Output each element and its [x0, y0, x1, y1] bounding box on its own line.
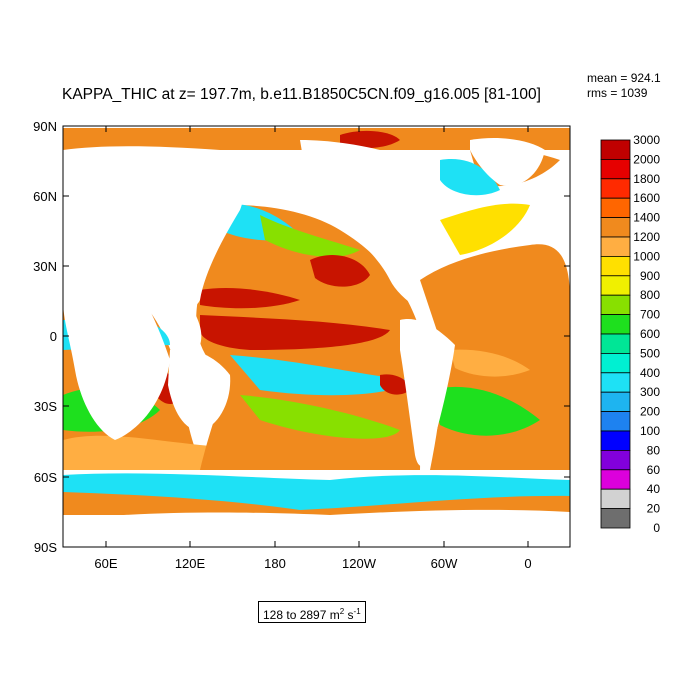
colorbar-label: 0 — [653, 521, 660, 535]
colorbar-swatch — [600, 255, 631, 277]
colorbar-swatch — [600, 197, 631, 218]
colorbar-swatch — [600, 178, 631, 199]
colorbar-label: 1800 — [633, 172, 660, 186]
colorbar-swatch — [600, 488, 631, 510]
colorbar-label: 60 — [647, 463, 661, 477]
colorbar-label: 400 — [640, 366, 660, 380]
lon-label-60w: 60W — [431, 556, 458, 571]
lat-label-90n: 90N — [33, 119, 57, 134]
colorbar: 3000200018001600140012001000900800700600… — [600, 133, 661, 535]
colorbar-swatch — [600, 158, 631, 180]
colorbar-swatch — [600, 449, 631, 471]
colorbar-label: 1600 — [633, 191, 660, 205]
colorbar-swatch — [600, 294, 631, 316]
colorbar-label: 80 — [647, 443, 661, 457]
lat-label-30n: 30N — [33, 259, 57, 274]
colorbar-label: 800 — [640, 288, 660, 302]
colorbar-label: 200 — [640, 405, 660, 419]
lon-ticks — [105, 126, 529, 547]
colorbar-swatch — [600, 236, 631, 257]
colorbar-swatch — [600, 469, 631, 490]
rms-value: rms = 1039 — [587, 86, 648, 100]
colorbar-label: 40 — [647, 482, 661, 496]
colorbar-label: 300 — [640, 385, 660, 399]
colorbar-label: 700 — [640, 308, 660, 322]
range-unit: s — [344, 608, 354, 622]
colorbar-swatch — [600, 217, 631, 238]
colorbar-swatch — [600, 275, 631, 296]
colorbar-swatch — [600, 352, 631, 374]
colorbar-label: 100 — [640, 424, 660, 438]
lon-label-180: 180 — [264, 556, 286, 571]
colorbar-swatch — [600, 411, 631, 432]
lat-label-60n: 60N — [33, 189, 57, 204]
colorbar-label: 1400 — [633, 211, 660, 225]
lon-label-60e: 60E — [94, 556, 117, 571]
lon-labels: 60E 120E 180 120W 60W 0 — [94, 556, 531, 571]
colorbar-label: 600 — [640, 327, 660, 341]
colorbar-label: 1000 — [633, 249, 660, 263]
continents — [63, 138, 570, 547]
value-range-box: 128 to 2897 m2 s-1 — [258, 601, 366, 623]
colorbar-label: 900 — [640, 269, 660, 283]
lat-label-eq: 0 — [50, 329, 57, 344]
lat-label-90s: 90S — [34, 540, 57, 555]
lat-ticks — [63, 125, 570, 548]
statistics-block: mean = 924.1 rms = 1039 — [587, 71, 661, 101]
colorbar-label: 20 — [647, 502, 661, 516]
lat-label-60s: 60S — [34, 470, 57, 485]
lon-label-120w: 120W — [342, 556, 377, 571]
lat-labels: 90N 60N 30N 0 30S 60S 90S — [33, 119, 57, 555]
colorbar-swatch — [600, 391, 631, 413]
colorbar-swatch — [600, 430, 631, 451]
colorbar-label: 1200 — [633, 230, 660, 244]
lat-label-30s: 30S — [34, 399, 57, 414]
lon-label-0: 0 — [524, 556, 531, 571]
lon-label-120e: 120E — [175, 556, 206, 571]
colorbar-swatch — [600, 372, 631, 393]
range-exponent-2: -1 — [353, 607, 361, 616]
colorbar-swatch — [600, 508, 631, 529]
map-title: KAPPA_THIC at z= 197.7m, b.e11.B1850C5CN… — [62, 86, 541, 103]
colorbar-swatch — [600, 139, 631, 160]
range-text: 128 to 2897 m — [263, 608, 340, 622]
range-exponent-1: 2 — [339, 607, 345, 616]
colorbar-label: 2000 — [633, 152, 660, 166]
colorbar-swatch — [600, 333, 631, 354]
mean-value: mean = 924.1 — [587, 71, 661, 85]
colorbar-swatch — [600, 314, 631, 335]
colorbar-label: 3000 — [633, 133, 660, 147]
colorbar-label: 500 — [640, 346, 660, 360]
